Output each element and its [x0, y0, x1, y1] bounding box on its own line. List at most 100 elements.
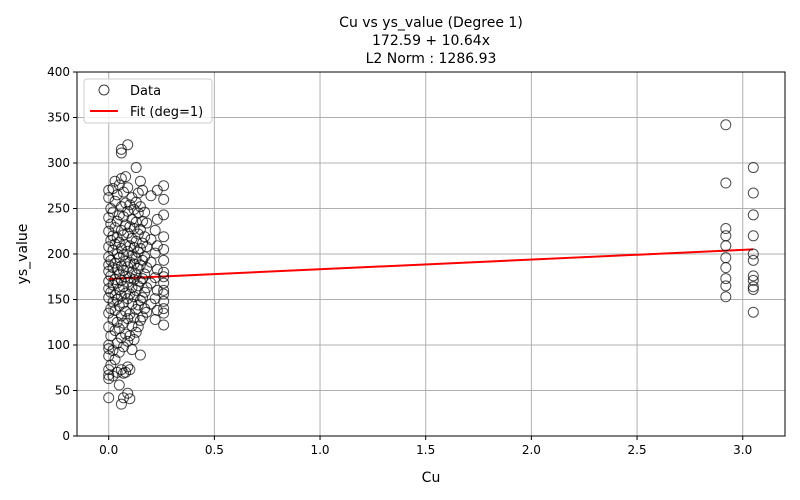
- y-axis-label: ys_value: [15, 224, 31, 285]
- data-point: [134, 349, 146, 361]
- data-point: [128, 334, 140, 346]
- data-point: [151, 284, 163, 296]
- fit-layer: [108, 248, 754, 280]
- data-point: [158, 307, 170, 319]
- data-point: [151, 263, 163, 275]
- data-point: [145, 298, 157, 310]
- data-point: [747, 274, 759, 286]
- data-point: [105, 218, 117, 230]
- data-point: [141, 217, 153, 229]
- data-point: [103, 392, 115, 404]
- x-tick-label: 0.5: [205, 443, 224, 457]
- data-point: [145, 256, 157, 268]
- y-tick-label: 100: [47, 338, 70, 352]
- data-point: [158, 303, 170, 315]
- x-axis-ticks: 0.0 0.5 1.0 1.5 2.0 2.5 3.0: [99, 436, 752, 457]
- data-point: [122, 361, 134, 373]
- data-point: [747, 248, 759, 260]
- data-point: [158, 284, 170, 296]
- data-point: [158, 266, 170, 278]
- data-point: [158, 180, 170, 192]
- data-point: [107, 182, 119, 194]
- data-point: [111, 316, 123, 328]
- y-tick-label: 0: [62, 429, 70, 443]
- data-point: [122, 387, 134, 399]
- data-point: [113, 346, 125, 358]
- data-point: [122, 139, 134, 151]
- y-tick-label: 400: [47, 65, 70, 79]
- data-point: [747, 306, 759, 318]
- y-tick-label: 350: [47, 111, 70, 125]
- data-point: [130, 162, 142, 174]
- data-point: [115, 147, 127, 159]
- data-point: [151, 240, 163, 252]
- data-point: [145, 277, 157, 289]
- data-point: [117, 341, 129, 353]
- fit-line: [108, 248, 754, 280]
- data-point: [120, 171, 132, 183]
- chart-title-line-3: L2 Norm : 1286.93: [366, 51, 497, 67]
- data-point: [113, 379, 125, 391]
- data-point: [115, 398, 127, 410]
- data-point: [149, 272, 161, 284]
- data-point: [149, 293, 161, 305]
- data-point: [128, 203, 140, 215]
- data-point: [141, 262, 153, 274]
- data-point: [747, 187, 759, 199]
- chart-title-line-2: 172.59 + 10.64x: [372, 33, 490, 49]
- data-point: [158, 288, 170, 300]
- data-point: [103, 192, 115, 204]
- y-tick-label: 50: [55, 384, 70, 398]
- y-tick-label: 200: [47, 247, 70, 261]
- y-tick-label: 300: [47, 156, 70, 170]
- data-point: [113, 268, 125, 280]
- data-point: [124, 393, 136, 405]
- x-axis-label: Cu: [422, 470, 441, 486]
- data-point: [747, 281, 759, 293]
- data-points: [103, 119, 759, 410]
- data-point: [720, 119, 732, 131]
- data-point: [720, 280, 732, 292]
- data-point: [158, 277, 170, 289]
- data-point: [115, 243, 127, 255]
- chart-title-line-1: Cu vs ys_value (Degree 1): [339, 15, 523, 31]
- data-point: [124, 364, 136, 376]
- data-point: [145, 190, 157, 202]
- data-point: [151, 304, 163, 316]
- data-point: [158, 231, 170, 243]
- data-point: [720, 223, 732, 235]
- data-point: [109, 175, 121, 187]
- data-point: [747, 230, 759, 242]
- data-point: [747, 283, 759, 295]
- y-tick-label: 250: [47, 202, 70, 216]
- data-point: [132, 321, 144, 333]
- data-point: [120, 239, 132, 251]
- data-point: [158, 243, 170, 255]
- data-point: [720, 177, 732, 189]
- data-point: [158, 193, 170, 205]
- data-point: [720, 291, 732, 303]
- legend: Data Fit (deg=1): [83, 78, 213, 124]
- y-axis-ticks: 0 50 100 150 200 250 300 350 400: [47, 65, 77, 443]
- data-point: [158, 254, 170, 266]
- data-point: [103, 241, 115, 253]
- x-tick-label: 3.0: [733, 443, 752, 457]
- data-point: [145, 233, 157, 245]
- data-point: [109, 195, 121, 207]
- data-point: [720, 240, 732, 252]
- data-point: [107, 244, 119, 256]
- data-point: [128, 223, 140, 235]
- data-point: [158, 319, 170, 331]
- data-point: [122, 182, 134, 194]
- data-point: [747, 270, 759, 282]
- data-point: [139, 206, 151, 218]
- data-point: [126, 320, 138, 332]
- data-point: [747, 162, 759, 174]
- data-point: [149, 224, 161, 236]
- data-point: [107, 370, 119, 382]
- data-point: [105, 359, 117, 371]
- data-point: [117, 211, 129, 223]
- data-point: [137, 292, 149, 304]
- data-point: [139, 268, 151, 280]
